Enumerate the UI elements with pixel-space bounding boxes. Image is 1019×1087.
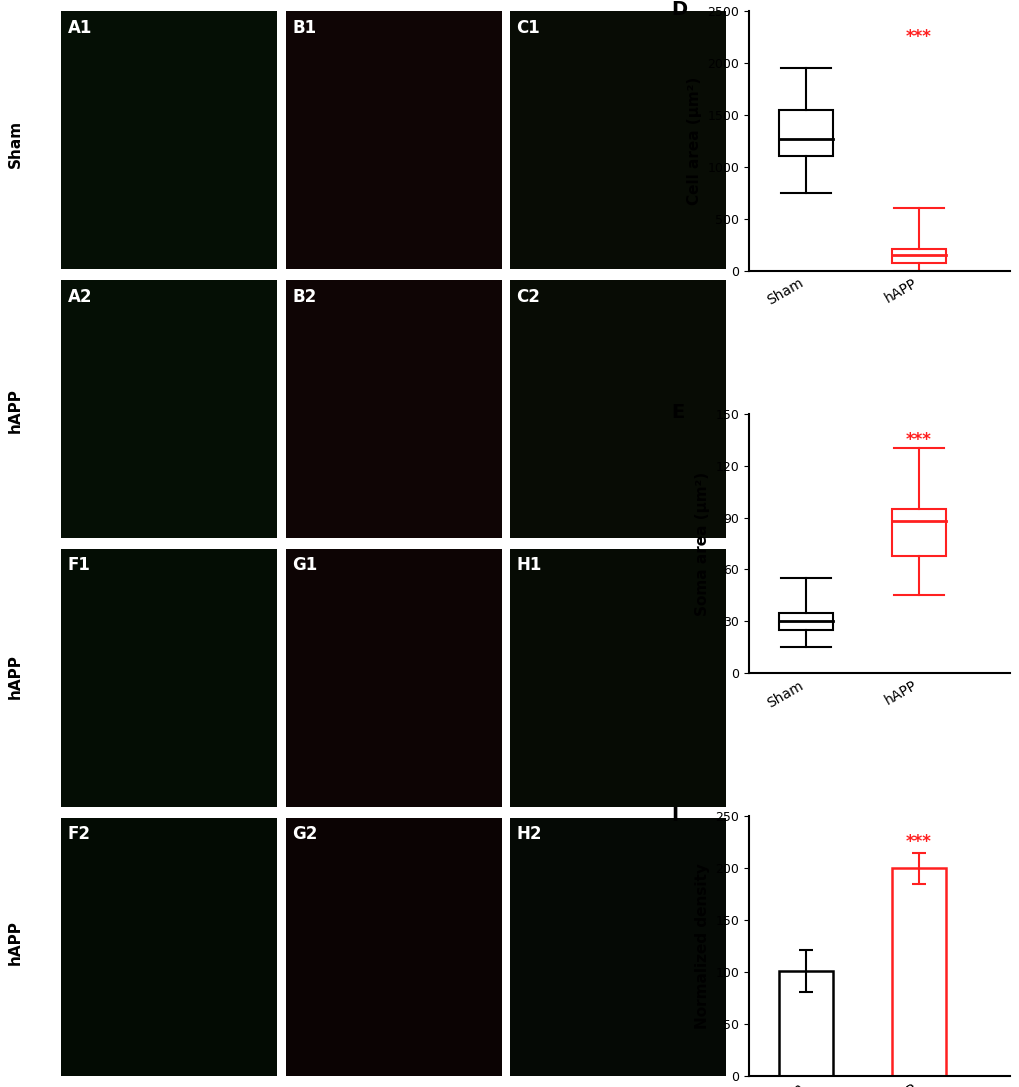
Text: B2: B2 [291, 288, 316, 305]
Y-axis label: Cell area (μm²): Cell area (μm²) [686, 77, 701, 205]
Text: G1: G1 [291, 557, 317, 574]
FancyBboxPatch shape [777, 613, 833, 630]
FancyBboxPatch shape [891, 249, 946, 263]
Text: H2: H2 [516, 825, 541, 844]
Text: hAPP: hAPP [8, 388, 22, 433]
Bar [777, 971, 833, 1076]
Text: E: E [671, 403, 684, 422]
Text: ***: *** [905, 28, 931, 46]
Text: A1: A1 [67, 18, 92, 37]
FancyBboxPatch shape [891, 509, 946, 555]
Text: hAPP: hAPP [8, 921, 22, 965]
Text: hAPP: hAPP [8, 654, 22, 699]
Text: A2: A2 [67, 288, 92, 305]
Bar [891, 869, 946, 1076]
Text: C2: C2 [516, 288, 540, 305]
Text: F2: F2 [67, 825, 91, 844]
Text: Sham: Sham [8, 120, 22, 168]
Text: G2: G2 [291, 825, 317, 844]
Y-axis label: Normalized density: Normalized density [694, 863, 709, 1029]
Text: C1: C1 [516, 18, 540, 37]
Text: B1: B1 [291, 18, 316, 37]
Text: ***: *** [905, 430, 931, 449]
Text: F1: F1 [67, 557, 91, 574]
FancyBboxPatch shape [777, 110, 833, 157]
Y-axis label: Soma area (μm²): Soma area (μm²) [694, 472, 709, 615]
Text: ***: *** [905, 834, 931, 851]
Text: H1: H1 [516, 557, 541, 574]
Text: I: I [671, 805, 678, 825]
Text: D: D [671, 0, 687, 20]
